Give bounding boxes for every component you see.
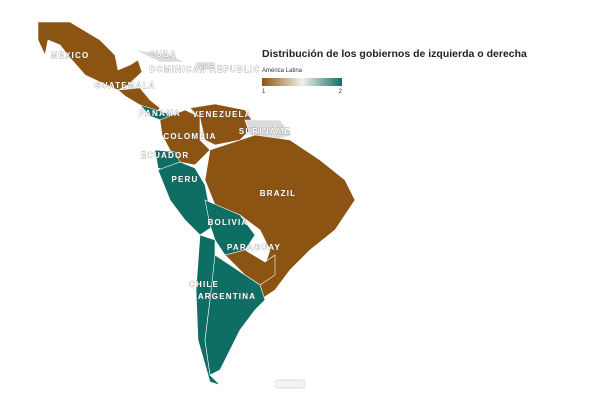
- country-label: DOMINICAN REPUBLIC: [150, 65, 261, 74]
- country-label: MEXICO: [51, 51, 90, 60]
- map-control[interactable]: [274, 379, 306, 389]
- legend-min: 1: [262, 89, 266, 95]
- subtitle: América Latina: [262, 68, 303, 74]
- country: [204, 134, 356, 301]
- legend-max: 2: [339, 89, 343, 95]
- country: [37, 21, 143, 91]
- country-label: PARAGUAY: [227, 243, 281, 252]
- country: [159, 109, 211, 166]
- country-label: BOLIVIA: [208, 218, 249, 227]
- country-label: ARGENTINA: [198, 292, 256, 301]
- country: [204, 254, 266, 376]
- labels: MEXICO CUBA DOMINICAN REPUBLIC GUATEMALA PAN…: [50, 50, 297, 301]
- country-label: BRAZIL: [260, 189, 297, 198]
- country-label: SURINAME: [239, 127, 291, 136]
- country-label: PERU: [171, 175, 198, 184]
- country: [134, 49, 186, 63]
- country-label: VENEZUELA: [192, 110, 251, 119]
- country-label: CHILE: [189, 280, 219, 289]
- country-label: PANAMA: [139, 109, 181, 118]
- country-label: GUATEMALA: [94, 81, 155, 90]
- countries: [37, 21, 356, 386]
- country-label: CUBA: [149, 50, 177, 59]
- country-label: ECUADOR: [141, 151, 190, 160]
- legend-bar: [262, 78, 342, 86]
- title: Distribución de los gobiernos de izquier…: [262, 48, 527, 60]
- country: [194, 61, 216, 71]
- country-label: COLOMBIA: [163, 132, 216, 141]
